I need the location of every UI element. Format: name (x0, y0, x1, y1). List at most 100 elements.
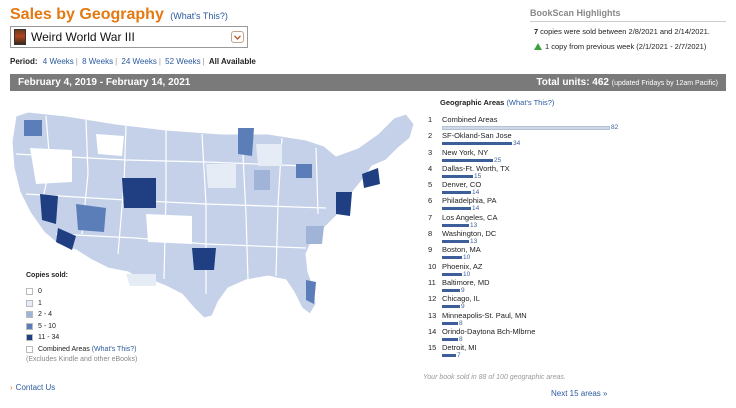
weekly-change-row: 1 copy from previous week (2/1/2021 - 2/… (534, 42, 726, 51)
area-rank: 3 (428, 147, 433, 157)
area-rank: 4 (428, 163, 433, 173)
title-select-value: Weird World War III (31, 30, 135, 44)
next-areas-label[interactable]: Next 15 areas (551, 389, 601, 398)
area-name: Los Angeles, CA (442, 212, 498, 222)
area-bar-wrap: 9 (442, 303, 728, 310)
geographic-areas-title: Geographic Areas (440, 98, 505, 107)
legend-title: Copies sold: (26, 272, 69, 279)
chevron-right-icon: › (10, 383, 13, 392)
area-bar (442, 240, 469, 244)
contact-us[interactable]: › Contact Us (10, 383, 55, 392)
area-row: 1 Combined Areas 82 (428, 115, 728, 131)
page-title: Sales by Geography (What's This?) (10, 6, 228, 24)
area-bar-wrap: 8 (442, 320, 728, 327)
area-row: 12 Chicago, IL 9 (428, 294, 728, 310)
area-row: 5 Denver, CO 14 (428, 180, 728, 196)
area-value: 8 (459, 335, 463, 343)
area-body: Washington, DC 13 (442, 229, 728, 245)
us-sales-map[interactable] (6, 104, 418, 324)
area-bar (442, 207, 471, 211)
area-body: Dallas-Ft. Worth, TX 15 (442, 164, 728, 180)
area-value: 14 (472, 205, 480, 213)
legend-swatch (26, 311, 33, 319)
total-units-note: (updated Fridays by 12am Pacific) (611, 80, 718, 87)
area-name: Minneapolis-St. Paul, MN (442, 310, 527, 320)
weekly-change-text: 1 copy from previous week (2/1/2021 - 2/… (545, 42, 707, 51)
area-bar-wrap: 82 (442, 124, 728, 131)
area-bar-wrap: 7 (442, 352, 728, 359)
area-value: 10 (463, 254, 471, 262)
area-name: Phoenix, AZ (442, 261, 483, 271)
area-bar (442, 223, 469, 227)
period-option-24-weeks[interactable]: 24 Weeks (121, 57, 157, 66)
period-option-all-available[interactable]: All Available (208, 57, 256, 66)
area-body: Philadelphia, PA 14 (442, 196, 728, 212)
area-bar (442, 321, 458, 325)
legend-label: 0 (38, 288, 42, 296)
area-bar (442, 288, 460, 292)
period-selector: Period: 4 Weeks | 8 Weeks | 24 Weeks | 52 W… (10, 57, 256, 66)
area-value: 34 (513, 140, 521, 148)
area-bar-wrap: 8 (442, 336, 728, 343)
area-name: SF-Okland-San Jose (442, 131, 512, 141)
legend-item: 1 (26, 298, 137, 310)
legend-swatch (26, 322, 33, 330)
legend-swatch (26, 299, 33, 307)
weekly-copies-text: copies were sold between 2/8/2021 and 2/… (540, 27, 710, 36)
area-body: Combined Areas 82 (442, 115, 728, 131)
area-rank: 1 (428, 115, 433, 124)
date-range: February 4, 2019 - February 14, 2021 (18, 77, 191, 88)
area-body: Minneapolis-St. Paul, MN 8 (442, 311, 728, 327)
area-bar (442, 191, 471, 195)
area-name: New York, NY (442, 147, 489, 157)
area-value: 13 (470, 238, 478, 246)
chevron-down-icon[interactable] (231, 31, 244, 43)
geo-whats-this-link[interactable]: (What's This?) (506, 98, 555, 107)
area-row: 13 Minneapolis-St. Paul, MN 8 (428, 311, 728, 327)
area-rank: 5 (428, 180, 433, 190)
area-rank: 14 (428, 326, 437, 336)
whats-this-link[interactable]: (What's This?) (170, 11, 228, 21)
area-row: 15 Detroit, MI 7 (428, 343, 728, 359)
up-arrow-icon (534, 43, 542, 50)
legend-swatch (26, 334, 33, 342)
total-units-label: Total units: 462 (536, 77, 609, 88)
title-select[interactable]: Weird World War III (10, 26, 248, 48)
legend-label: 11 - 34 (38, 334, 60, 342)
area-rank: 7 (428, 212, 433, 222)
area-name: Dallas-Ft. Worth, TX (442, 163, 510, 173)
area-name: Chicago, IL (442, 294, 480, 304)
area-body: Boston, MA 10 (442, 245, 728, 261)
area-bar (442, 256, 462, 260)
period-option-4-weeks[interactable]: 4 Weeks (42, 57, 74, 66)
contact-us-link[interactable]: Contact Us (15, 383, 56, 392)
legend-item: 11 - 34 (26, 332, 137, 344)
next-areas-link[interactable]: Next 15 areas » (551, 389, 608, 398)
area-bar (442, 125, 610, 130)
area-bar-wrap: 13 (442, 222, 728, 229)
area-rank: 8 (428, 229, 433, 239)
area-name: Boston, MA (442, 245, 481, 255)
book-cover-thumbnail (14, 29, 26, 45)
period-option-52-weeks[interactable]: 52 Weeks (165, 57, 201, 66)
combined-whats-this-link[interactable]: (What's This?) (91, 345, 137, 353)
area-value: 8 (459, 319, 463, 327)
area-value: 7 (457, 352, 461, 360)
area-value: 9 (461, 286, 465, 294)
area-body: Detroit, MI 7 (442, 343, 728, 359)
area-bar (442, 272, 462, 276)
region-shading (24, 120, 380, 304)
area-bar-wrap: 10 (442, 254, 728, 261)
highlights-title: BookScan Highlights (530, 8, 726, 22)
area-body: Denver, CO 14 (442, 180, 728, 196)
bookscan-highlights: BookScan Highlights 7 copies were sold b… (530, 8, 726, 57)
area-row: 10 Phoenix, AZ 10 (428, 262, 728, 278)
area-name: Detroit, MI (442, 343, 477, 353)
period-option-8-weeks[interactable]: 8 Weeks (82, 57, 114, 66)
legend-swatch (26, 288, 33, 296)
area-value: 13 (470, 221, 478, 229)
legend-note: (Excludes Kindle and other eBooks) (26, 356, 138, 363)
total-units: Total units: 462 (updated Fridays by 12a… (536, 77, 718, 88)
period-label: Period: (10, 57, 38, 66)
area-value: 25 (494, 156, 502, 164)
